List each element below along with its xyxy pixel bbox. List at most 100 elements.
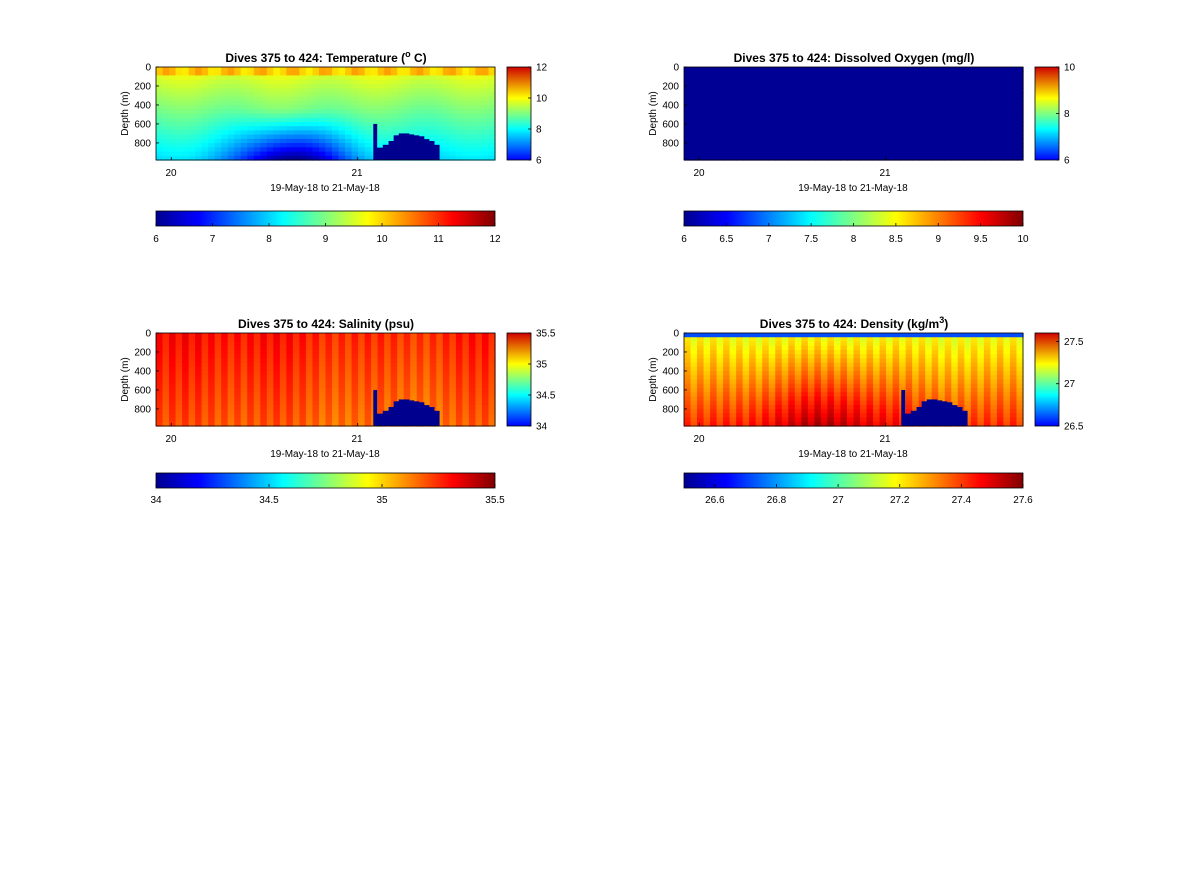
- heatmap-cell: [918, 392, 926, 398]
- heatmap-cell: [846, 371, 855, 376]
- heatmap-cell: [781, 383, 789, 389]
- heatmap-cell: [468, 383, 477, 389]
- heatmap-cell: [1016, 354, 1024, 359]
- heatmap-cell: [468, 134, 477, 140]
- heatmap-cell: [1009, 333, 1018, 338]
- heatmap-cell: [807, 100, 815, 106]
- heatmap-cell: [221, 345, 229, 351]
- heatmap-cell: [938, 71, 946, 77]
- heatmap-cell: [175, 67, 183, 72]
- heatmap-cell: [377, 337, 385, 343]
- heatmap-cell: [840, 366, 848, 372]
- heatmap-cell: [201, 113, 209, 119]
- heatmap-cell: [977, 96, 985, 102]
- heatmap-cell: [416, 392, 424, 398]
- heatmap-cell: [775, 341, 783, 347]
- heatmap-cell: [488, 155, 496, 161]
- heatmap-cell: [188, 83, 196, 89]
- heatmap-cell: [944, 371, 952, 376]
- heatmap-cell: [462, 151, 470, 157]
- heatmap-cell: [234, 375, 242, 381]
- heatmap-cell: [866, 396, 874, 402]
- heatmap-cell: [762, 396, 770, 402]
- heatmap-cell: [729, 337, 737, 343]
- heatmap-cell: [970, 121, 978, 127]
- heatmap-cell: [286, 417, 294, 423]
- heatmap-cell: [749, 375, 757, 381]
- heatmap-cell: [442, 130, 450, 136]
- heatmap-cell: [221, 147, 229, 153]
- heatmap-cell: [788, 396, 796, 402]
- heatmap-cell: [1016, 75, 1024, 81]
- heatmap-cell: [684, 130, 692, 136]
- heatmap-cell: [410, 88, 418, 93]
- heatmap-cell: [240, 379, 248, 385]
- heatmap-cell: [462, 341, 470, 347]
- heatmap-cell: [957, 138, 965, 144]
- bottom-colorbar-labels: 26.6 26.8 27 27.2 27.4 27.6: [705, 484, 1033, 506]
- heatmap-cell: [449, 345, 457, 351]
- heatmap-cell: [788, 362, 796, 368]
- colorbar-tick-label: 35: [536, 360, 548, 371]
- heatmap-cell: [970, 362, 978, 368]
- heatmap-cell: [801, 337, 809, 343]
- heatmap-cell: [944, 358, 952, 364]
- heatmap-cell: [918, 345, 926, 351]
- heatmap-cell: [996, 92, 1005, 98]
- heatmap-cell: [214, 147, 222, 153]
- heatmap-cell: [892, 109, 900, 115]
- heatmap-cell: [273, 358, 281, 364]
- heatmap-cell: [455, 126, 463, 132]
- heatmap-cell: [345, 404, 353, 410]
- heatmap-cell: [468, 105, 477, 110]
- heatmap-cell: [312, 147, 320, 153]
- heatmap-cell: [416, 366, 424, 372]
- heatmap-cell: [1003, 387, 1011, 393]
- heatmap-cell: [345, 337, 353, 343]
- heatmap-cell: [384, 121, 392, 127]
- heatmap-cell: [892, 67, 900, 72]
- heatmap-cell: [305, 362, 314, 368]
- heatmap-cell: [462, 88, 470, 93]
- heatmap-cell: [462, 155, 470, 161]
- heatmap-cell: [156, 421, 164, 427]
- heatmap-cell: [318, 121, 327, 127]
- heatmap-cell: [775, 354, 783, 359]
- heatmap-cell: [377, 105, 385, 110]
- heatmap-cell: [697, 400, 705, 406]
- heatmap-cell: [468, 404, 477, 410]
- heatmap-cell: [227, 67, 235, 72]
- heatmap-cell: [195, 67, 203, 72]
- heatmap-cell: [1016, 138, 1024, 144]
- heatmap-cell: [951, 105, 959, 110]
- heatmap-cell: [684, 417, 692, 423]
- heatmap-cell: [905, 396, 913, 402]
- heatmap-cell: [957, 379, 965, 385]
- heatmap-cell: [384, 396, 392, 402]
- heatmap-cell: [266, 333, 274, 338]
- heatmap-cell: [951, 75, 959, 81]
- heatmap-cell: [358, 337, 366, 343]
- heatmap-cell: [338, 92, 346, 98]
- heatmap-cell: [195, 345, 203, 351]
- heatmap-cell: [312, 400, 320, 406]
- heatmap-cell: [827, 138, 835, 144]
- heatmap-cell: [338, 404, 346, 410]
- heatmap-cell: [449, 354, 457, 359]
- heatmap-cell: [801, 71, 809, 77]
- heatmap-cell: [866, 143, 874, 148]
- heatmap-cell: [970, 151, 978, 157]
- heatmap-cell: [833, 400, 842, 406]
- heatmap-cell: [247, 147, 255, 153]
- heatmap-cell: [390, 88, 398, 93]
- heatmap-cell: [873, 354, 881, 359]
- heatmap-cell: [234, 138, 242, 144]
- heatmap-cell: [279, 100, 287, 106]
- heatmap-cell: [801, 113, 809, 119]
- heatmap-cell: [983, 413, 991, 419]
- heatmap-cell: [286, 155, 294, 161]
- heatmap-cell: [892, 117, 900, 123]
- heatmap-cell: [729, 400, 737, 406]
- heatmap-cell: [827, 387, 835, 393]
